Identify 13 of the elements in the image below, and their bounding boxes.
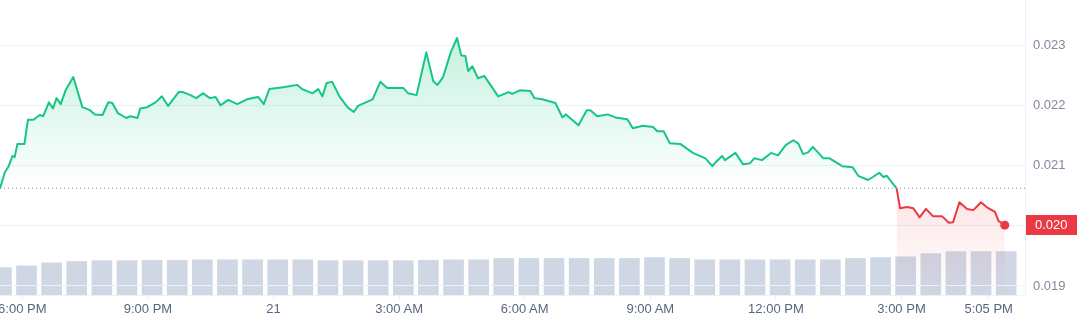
x-tick-label: 21 xyxy=(266,301,281,317)
y-tick-label: 0.023 xyxy=(1033,36,1066,52)
x-tick-label: 5:05 PM xyxy=(964,301,1013,317)
y-tick-label: 0.019 xyxy=(1033,277,1066,293)
x-tick-label: 9:00 PM xyxy=(123,301,173,317)
x-tick-label: 3:00 PM xyxy=(877,301,926,317)
y-tick-label: 0.022 xyxy=(1033,96,1066,112)
annotation: 0.020 xyxy=(1026,215,1077,236)
x-tick-label: 9:00 AM xyxy=(626,301,675,317)
x-tick-label: 3:00 AM xyxy=(375,301,423,317)
y-tick-label: 0.021 xyxy=(1033,157,1066,173)
x-tick-label: 6:00 AM xyxy=(500,301,549,317)
x-tick-label: 12:00 PM xyxy=(748,301,804,317)
